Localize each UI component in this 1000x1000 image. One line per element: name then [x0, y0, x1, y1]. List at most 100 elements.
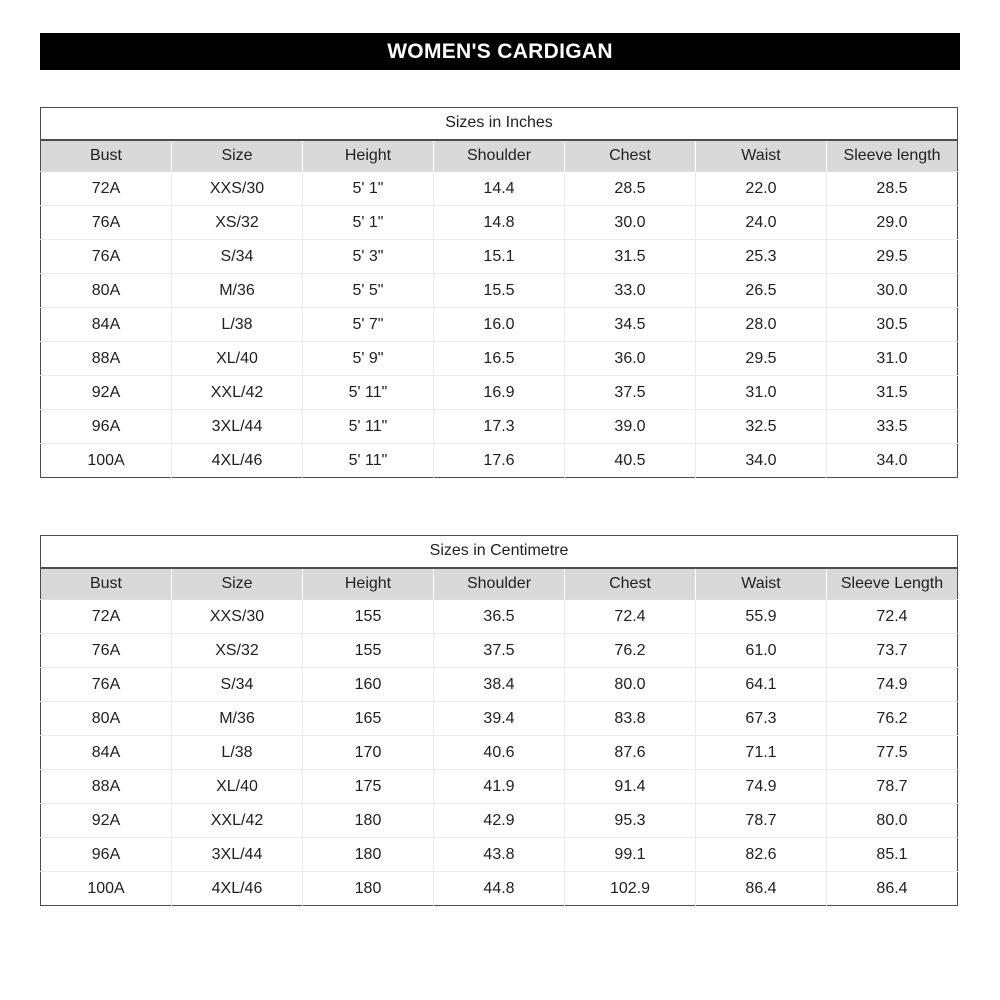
table-row: 96A 3XL/44 180 43.8 99.1 82.6 85.1 — [40, 837, 958, 872]
table-cell: 91.4 — [564, 769, 696, 804]
table-cell: 76A — [40, 239, 172, 274]
table-cell: 37.5 — [564, 375, 696, 410]
table-cell: M/36 — [171, 273, 303, 308]
table-cell: 64.1 — [695, 667, 827, 702]
table-cell: 92A — [40, 375, 172, 410]
table-cell: 155 — [302, 599, 434, 634]
table-cell: 38.4 — [433, 667, 565, 702]
table-caption: Sizes in Centimetre — [40, 535, 958, 569]
column-header: Height — [302, 567, 434, 600]
table-cell: 99.1 — [564, 837, 696, 872]
column-header: Sleeve length — [826, 139, 958, 172]
table-cell: 15.1 — [433, 239, 565, 274]
table-cell: 30.0 — [826, 273, 958, 308]
column-header: Waist — [695, 567, 827, 600]
table-cell: 14.8 — [433, 205, 565, 240]
table-cell: 80A — [40, 701, 172, 736]
table-cell: 180 — [302, 837, 434, 872]
table-row: 76A XS/32 155 37.5 76.2 61.0 73.7 — [40, 633, 958, 668]
table-cell: L/38 — [171, 307, 303, 342]
table-cell: 33.0 — [564, 273, 696, 308]
table-cell: 34.0 — [826, 443, 958, 478]
table-cell: 29.5 — [695, 341, 827, 376]
table-cell: 4XL/46 — [171, 871, 303, 906]
table-cell: 32.5 — [695, 409, 827, 444]
table-cell: 71.1 — [695, 735, 827, 770]
table-cell: 29.5 — [826, 239, 958, 274]
table-cell: 67.3 — [695, 701, 827, 736]
table-cell: 43.8 — [433, 837, 565, 872]
table-cell: 3XL/44 — [171, 837, 303, 872]
size-table-centimetre: Sizes in Centimetre Bust Size Height Should… — [40, 535, 958, 906]
table-cell: 5' 11" — [302, 409, 434, 444]
table-row: 76A S/34 160 38.4 80.0 64.1 74.9 — [40, 667, 958, 702]
table-cell: 17.3 — [433, 409, 565, 444]
table-cell: 88A — [40, 341, 172, 376]
table-cell: 88A — [40, 769, 172, 804]
column-header: Waist — [695, 139, 827, 172]
table-cell: 72A — [40, 599, 172, 634]
table-cell: 26.5 — [695, 273, 827, 308]
table-cell: 76A — [40, 205, 172, 240]
table-row: 84A L/38 5' 7" 16.0 34.5 28.0 30.5 — [40, 307, 958, 342]
table-cell: 5' 1" — [302, 205, 434, 240]
table-header-row: Bust Size Height Shoulder Chest Waist Sleeve l… — [40, 139, 958, 172]
table-cell: 39.4 — [433, 701, 565, 736]
table-cell: 31.5 — [826, 375, 958, 410]
table-cell: 165 — [302, 701, 434, 736]
table-cell: 39.0 — [564, 409, 696, 444]
column-header: Size — [171, 139, 303, 172]
table-cell: 180 — [302, 803, 434, 838]
table-cell: XXL/42 — [171, 375, 303, 410]
table-cell: 28.0 — [695, 307, 827, 342]
table-caption-row: Sizes in Inches — [40, 107, 958, 141]
table-cell: 100A — [40, 871, 172, 906]
table-header-row: Bust Size Height Shoulder Chest Waist Sleeve L… — [40, 567, 958, 600]
table-cell: 72.4 — [564, 599, 696, 634]
table-cell: 28.5 — [564, 171, 696, 206]
table-cell: 180 — [302, 871, 434, 906]
table-row: 88A XL/40 175 41.9 91.4 74.9 78.7 — [40, 769, 958, 804]
table-cell: 5' 5" — [302, 273, 434, 308]
column-header: Bust — [40, 139, 172, 172]
table-row: 72A XXS/30 155 36.5 72.4 55.9 72.4 — [40, 599, 958, 634]
table-cell: 40.5 — [564, 443, 696, 478]
table-cell: 72A — [40, 171, 172, 206]
page-title: WOMEN'S CARDIGAN — [387, 39, 613, 63]
column-header: Sleeve Length — [826, 567, 958, 600]
table-cell: 31.5 — [564, 239, 696, 274]
table-row: 72A XXS/30 5' 1" 14.4 28.5 22.0 28.5 — [40, 171, 958, 206]
table-cell: 80.0 — [826, 803, 958, 838]
table-cell: S/34 — [171, 667, 303, 702]
table-cell: 87.6 — [564, 735, 696, 770]
table-cell: 36.5 — [433, 599, 565, 634]
column-header: Chest — [564, 567, 696, 600]
table-cell: XXS/30 — [171, 171, 303, 206]
table-cell: 31.0 — [695, 375, 827, 410]
table-cell: 78.7 — [695, 803, 827, 838]
table-cell: 25.3 — [695, 239, 827, 274]
table-cell: 40.6 — [433, 735, 565, 770]
table-row: 80A M/36 5' 5" 15.5 33.0 26.5 30.0 — [40, 273, 958, 308]
table-cell: 42.9 — [433, 803, 565, 838]
table-row: 76A XS/32 5' 1" 14.8 30.0 24.0 29.0 — [40, 205, 958, 240]
table-cell: 80.0 — [564, 667, 696, 702]
table-cell: 77.5 — [826, 735, 958, 770]
table-cell: 83.8 — [564, 701, 696, 736]
table-cell: 4XL/46 — [171, 443, 303, 478]
table-cell: 76.2 — [564, 633, 696, 668]
table-cell: 41.9 — [433, 769, 565, 804]
table-cell: 175 — [302, 769, 434, 804]
table-cell: 16.5 — [433, 341, 565, 376]
table-cell: 33.5 — [826, 409, 958, 444]
table-cell: M/36 — [171, 701, 303, 736]
table-cell: 31.0 — [826, 341, 958, 376]
table-row: 96A 3XL/44 5' 11" 17.3 39.0 32.5 33.5 — [40, 409, 958, 444]
table-row: 100A 4XL/46 5' 11" 17.6 40.5 34.0 34.0 — [40, 443, 958, 478]
table-row: 100A 4XL/46 180 44.8 102.9 86.4 86.4 — [40, 871, 958, 906]
table-cell: 61.0 — [695, 633, 827, 668]
table-cell: 155 — [302, 633, 434, 668]
table-cell: 84A — [40, 307, 172, 342]
table-cell: 44.8 — [433, 871, 565, 906]
